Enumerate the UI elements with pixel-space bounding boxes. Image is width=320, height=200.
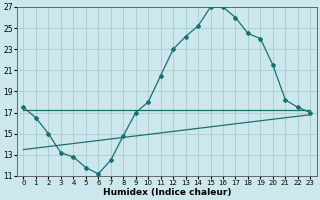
X-axis label: Humidex (Indice chaleur): Humidex (Indice chaleur)	[103, 188, 231, 197]
